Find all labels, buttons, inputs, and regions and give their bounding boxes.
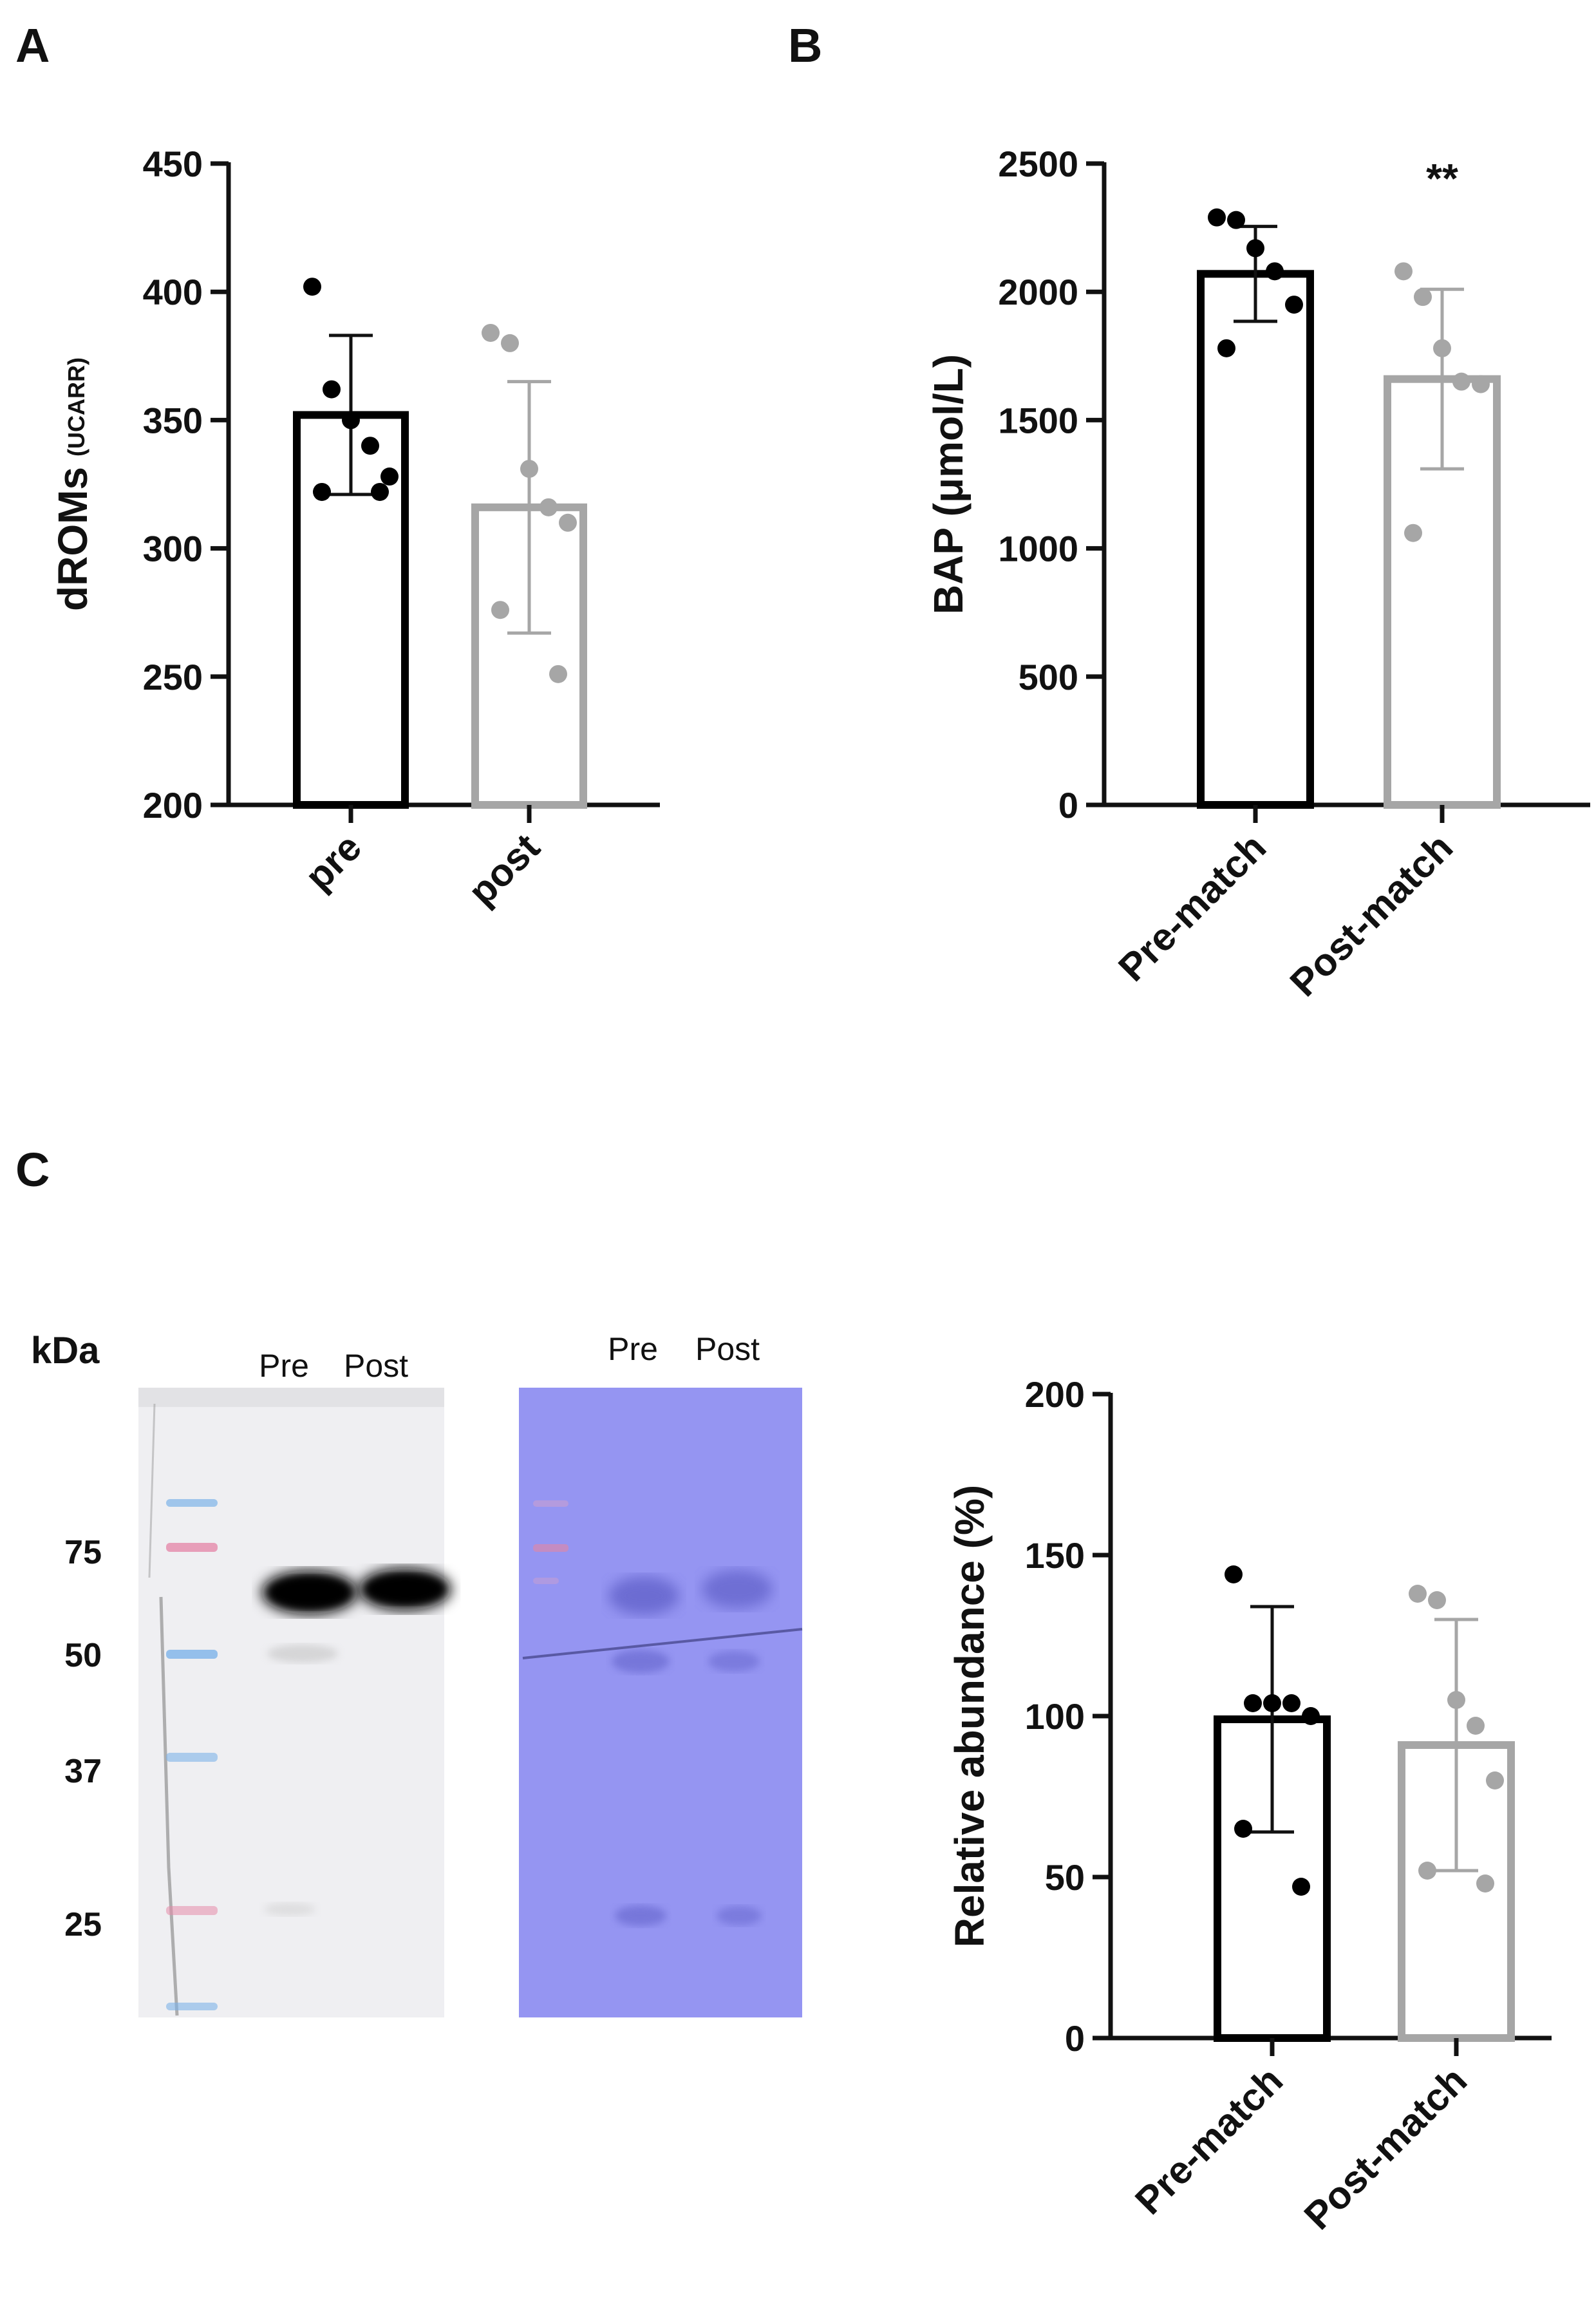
data-point bbox=[380, 467, 399, 486]
bar-pre-match bbox=[1197, 270, 1314, 809]
y-tick-label: 50 bbox=[1045, 1857, 1085, 1898]
data-point bbox=[1292, 1878, 1310, 1896]
data-point bbox=[1246, 239, 1264, 258]
kda-marker-75: 75 bbox=[64, 1534, 102, 1571]
y-tick-label: 1500 bbox=[998, 400, 1078, 440]
panel-label-a: A bbox=[15, 19, 50, 72]
data-point bbox=[1472, 375, 1490, 393]
y-tick-label: 350 bbox=[143, 400, 203, 440]
ladder-band bbox=[166, 1499, 218, 1507]
data-point bbox=[361, 437, 379, 455]
data-point bbox=[1418, 1862, 1436, 1880]
data-point bbox=[1234, 1820, 1252, 1838]
kda-marker-50: 50 bbox=[64, 1637, 102, 1674]
y-axis-label: dROMs(UCARR) bbox=[50, 357, 96, 611]
x-category-label: Post-match bbox=[1296, 2059, 1475, 2238]
lane-label-pre-left: Pre bbox=[259, 1348, 309, 1384]
y-tick-label: 200 bbox=[1025, 1374, 1085, 1415]
y-tick-label: 300 bbox=[143, 529, 203, 569]
ladder-band bbox=[166, 1543, 218, 1552]
ladder-band bbox=[166, 1650, 218, 1659]
y-tick-label: 0 bbox=[1058, 785, 1078, 826]
data-point bbox=[1476, 1874, 1494, 1893]
y-tick-label: 400 bbox=[143, 272, 203, 312]
data-point bbox=[1428, 1591, 1446, 1609]
x-category-label: pre bbox=[297, 826, 370, 898]
data-point bbox=[323, 380, 341, 399]
y-tick-label: 2500 bbox=[998, 144, 1078, 184]
y-tick-label: 150 bbox=[1025, 1535, 1085, 1576]
data-point bbox=[1409, 1585, 1427, 1603]
lane-label-pre-right: Pre bbox=[608, 1331, 658, 1367]
data-point bbox=[1266, 262, 1284, 281]
data-point bbox=[540, 498, 558, 516]
lane-label-post-right: Post bbox=[695, 1331, 760, 1367]
x-category-label: Pre-match bbox=[1110, 826, 1274, 990]
data-point bbox=[1486, 1771, 1504, 1789]
y-tick-label: 500 bbox=[1019, 657, 1078, 697]
chart-a-dROMs: 200 250 300 350 400 450 dROMs(UCARR) pre post bbox=[50, 144, 660, 914]
kda-marker-25: 25 bbox=[64, 1906, 102, 1943]
kda-marker-37: 37 bbox=[64, 1753, 102, 1790]
x-category-label: post bbox=[460, 826, 548, 914]
y-axis-label: BAP (μmol/L) bbox=[925, 354, 972, 614]
lane-label-post-left: Post bbox=[344, 1348, 408, 1384]
y-axis-label: Relative abundance (%) bbox=[946, 1485, 993, 1947]
blot-membrane-left bbox=[138, 1388, 451, 2017]
ladder-band bbox=[166, 1906, 218, 1915]
data-point bbox=[482, 323, 500, 342]
panel-label-b: B bbox=[788, 19, 822, 72]
data-point bbox=[1217, 339, 1235, 357]
data-point bbox=[1447, 1691, 1465, 1709]
panel-label-c: C bbox=[15, 1143, 50, 1196]
data-point bbox=[1244, 1694, 1262, 1712]
chart-c-relative-abundance: 0 50 100 150 200 Relative abundance (%) Pre-ma… bbox=[946, 1374, 1552, 2238]
western-blot: kDa 75 50 37 25 Pre Post Pre Post bbox=[31, 1330, 803, 2017]
y-tick-label: 100 bbox=[1025, 1696, 1085, 1737]
y-tick-label: 2000 bbox=[998, 272, 1078, 312]
data-point bbox=[1452, 372, 1470, 391]
data-point bbox=[549, 665, 567, 683]
data-point bbox=[501, 334, 519, 352]
data-point bbox=[520, 460, 538, 478]
significance-marker: ** bbox=[1426, 155, 1458, 202]
x-category-label: Pre-match bbox=[1127, 2059, 1291, 2223]
data-point bbox=[1282, 1694, 1300, 1712]
y-tick-label: 1000 bbox=[998, 529, 1078, 569]
kda-label: kDa bbox=[31, 1330, 100, 1372]
data-point bbox=[491, 601, 509, 619]
chart-b-bap: 0 500 1000 1500 2000 2500 BAP (μmol/L) Pre-matc… bbox=[925, 144, 1590, 1005]
data-point bbox=[1404, 524, 1422, 542]
data-point bbox=[1414, 288, 1432, 307]
data-point bbox=[559, 513, 577, 532]
blot-membrane-right bbox=[519, 1388, 803, 2017]
data-point bbox=[1467, 1717, 1485, 1735]
data-point bbox=[1302, 1707, 1320, 1725]
data-point bbox=[1208, 208, 1226, 227]
y-tick-label: 250 bbox=[143, 657, 203, 697]
data-point bbox=[1263, 1694, 1281, 1712]
data-point bbox=[1394, 262, 1413, 281]
ladder-band bbox=[166, 2003, 218, 2010]
data-point bbox=[1225, 1565, 1243, 1583]
data-point bbox=[313, 482, 331, 501]
y-tick-label: 450 bbox=[143, 144, 203, 184]
data-point bbox=[342, 411, 360, 430]
data-point bbox=[1227, 211, 1245, 229]
data-point bbox=[303, 278, 321, 296]
ladder-band bbox=[166, 1753, 218, 1762]
y-tick-label: 200 bbox=[143, 785, 203, 826]
data-point bbox=[1285, 296, 1303, 314]
data-point bbox=[371, 482, 389, 501]
x-category-label: Post-match bbox=[1282, 826, 1461, 1005]
data-point bbox=[1433, 339, 1451, 357]
y-tick-label: 0 bbox=[1065, 2018, 1085, 2059]
